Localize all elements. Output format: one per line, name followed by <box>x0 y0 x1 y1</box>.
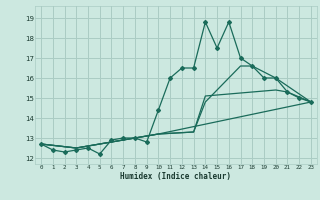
X-axis label: Humidex (Indice chaleur): Humidex (Indice chaleur) <box>121 172 231 181</box>
